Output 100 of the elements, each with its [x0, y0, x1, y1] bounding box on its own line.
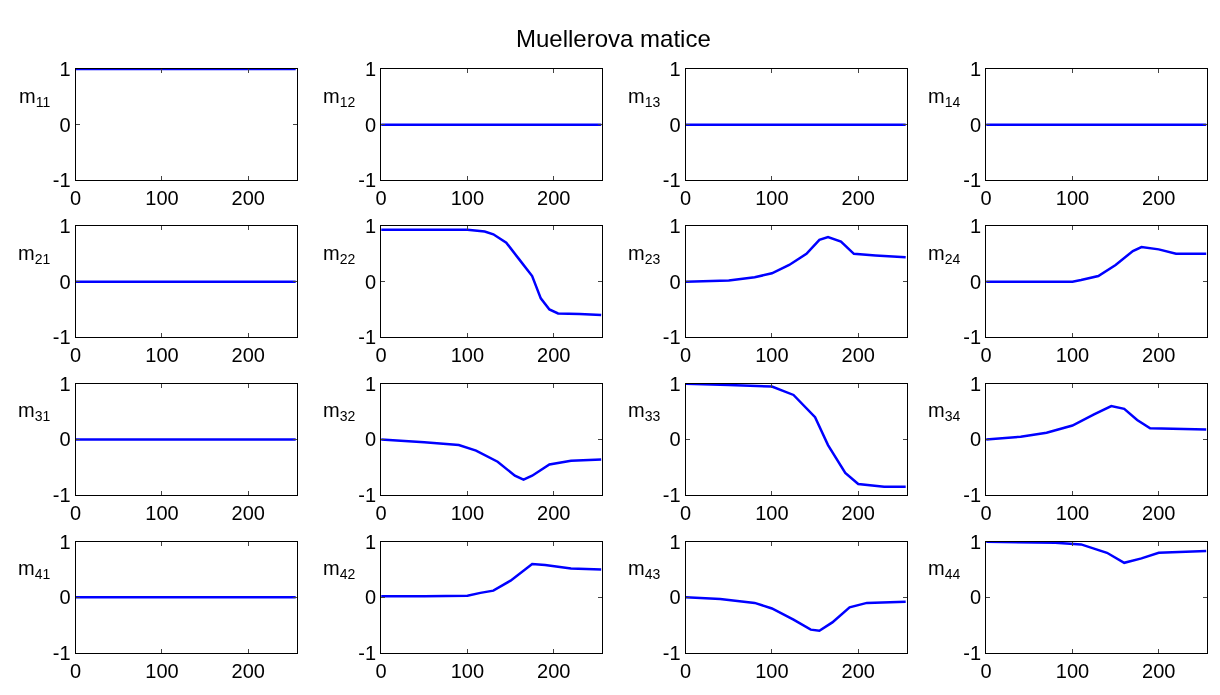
y-tick-label: -1: [52, 642, 71, 665]
line-series: [381, 228, 603, 317]
x-tick-label: 100: [145, 660, 179, 683]
y-tick-label: 0: [59, 113, 71, 136]
x-tick-label: 100: [755, 502, 789, 525]
y-tick-label: 1: [59, 372, 71, 395]
y-tick-label: -1: [963, 169, 982, 192]
y-tick-label: -1: [662, 326, 681, 349]
y-tick-label: -1: [52, 326, 71, 349]
y-axis-title: m$_{31}$: [18, 399, 51, 425]
y-tick-label: 1: [365, 58, 377, 81]
y-axis-title: m$_{33}$: [628, 399, 661, 425]
x-tick-label: 100: [755, 187, 789, 210]
y-tick-label: 1: [970, 58, 982, 81]
y-tick-label: 1: [970, 530, 982, 553]
y-axis-title: m$_{21}$: [18, 242, 51, 268]
y-tick-label: 1: [59, 530, 71, 553]
y-tick-label: 1: [59, 214, 71, 237]
y-tick-label: 1: [59, 58, 71, 81]
y-axis-title: m$_{23}$: [628, 242, 661, 268]
x-tick-label: 100: [145, 502, 179, 525]
y-tick-label: 0: [365, 586, 377, 609]
y-tick-label: 1: [970, 214, 982, 237]
line-series: [986, 404, 1208, 441]
y-tick-label: 1: [365, 372, 377, 395]
x-tick-label: 100: [145, 344, 179, 367]
x-tick-label: 100: [1055, 187, 1090, 210]
y-tick-label: 1: [365, 530, 377, 553]
x-tick-label: 200: [537, 502, 571, 525]
x-tick-label: 200: [537, 344, 571, 367]
y-tick-label: -1: [358, 484, 377, 507]
y-tick-label: -1: [963, 642, 982, 665]
y-tick-label: -1: [358, 169, 377, 192]
line-series: [685, 235, 907, 283]
line-series: [381, 562, 603, 598]
y-tick-label: -1: [358, 326, 377, 349]
y-axis-title: m$_{24}$: [928, 242, 961, 268]
x-tick-label: 200: [841, 344, 875, 367]
x-tick-label: 200: [231, 502, 265, 525]
x-tick-label: 200: [1142, 660, 1176, 683]
y-tick-label: -1: [52, 484, 71, 507]
x-tick-label: 100: [755, 344, 789, 367]
x-tick-label: 100: [1055, 344, 1090, 367]
x-tick-label: 200: [1142, 502, 1176, 525]
y-axis-title: m$_{41}$: [18, 557, 51, 583]
y-axis-title: m$_{44}$: [928, 557, 961, 583]
y-tick-label: -1: [52, 169, 71, 192]
line-series: [986, 245, 1208, 283]
y-tick-label: 0: [970, 113, 982, 136]
y-tick-label: -1: [662, 169, 681, 192]
y-tick-label: 0: [669, 586, 681, 609]
x-tick-label: 200: [537, 187, 571, 210]
y-tick-label: 1: [365, 214, 377, 237]
y-axis-title: m$_{11}$: [19, 85, 51, 111]
x-tick-label: 200: [1142, 344, 1176, 367]
y-axis-title: m$_{14}$: [928, 85, 961, 111]
x-tick-label: 100: [145, 187, 179, 210]
x-tick-label: 200: [841, 660, 875, 683]
line-series: [381, 438, 603, 481]
x-tick-label: 200: [537, 660, 571, 683]
y-tick-label: 1: [669, 214, 681, 237]
y-tick-label: 0: [970, 428, 982, 451]
y-tick-label: 0: [669, 270, 681, 293]
y-tick-label: 0: [365, 428, 377, 451]
line-series: [986, 541, 1208, 565]
y-axis-title: m$_{12}$: [323, 85, 356, 111]
line-series: [685, 596, 907, 632]
y-axis-title: m$_{32}$: [323, 399, 356, 425]
y-tick-label: 1: [669, 372, 681, 395]
x-tick-label: 100: [450, 344, 485, 367]
y-tick-label: 1: [669, 58, 681, 81]
y-tick-label: 0: [59, 586, 71, 609]
y-axis-title: m$_{13}$: [628, 85, 661, 111]
y-tick-label: 0: [970, 586, 982, 609]
y-tick-label: -1: [662, 484, 681, 507]
y-tick-label: 0: [669, 428, 681, 451]
x-tick-label: 200: [841, 502, 875, 525]
y-tick-label: -1: [963, 484, 982, 507]
y-tick-label: 0: [669, 113, 681, 136]
y-tick-label: 0: [365, 113, 377, 136]
chart-title: Muellerova matice: [516, 25, 711, 52]
line-series: [685, 383, 907, 489]
y-axis-title: m$_{42}$: [323, 557, 356, 583]
x-tick-label: 100: [450, 502, 485, 525]
y-tick-label: -1: [963, 326, 982, 349]
y-axis-title: m$_{43}$: [628, 557, 661, 583]
y-tick-label: 0: [365, 270, 377, 293]
y-axis-title: m$_{22}$: [323, 242, 356, 268]
y-tick-label: -1: [358, 642, 377, 665]
y-tick-label: -1: [662, 642, 681, 665]
x-tick-label: 100: [450, 187, 485, 210]
x-tick-label: 200: [231, 187, 265, 210]
x-tick-label: 200: [231, 660, 265, 683]
y-tick-label: 1: [669, 530, 681, 553]
x-tick-label: 100: [450, 660, 485, 683]
x-tick-label: 100: [1055, 502, 1090, 525]
x-tick-label: 200: [841, 187, 875, 210]
y-tick-label: 0: [59, 270, 71, 293]
x-tick-label: 200: [231, 344, 265, 367]
y-tick-label: 1: [970, 372, 982, 395]
